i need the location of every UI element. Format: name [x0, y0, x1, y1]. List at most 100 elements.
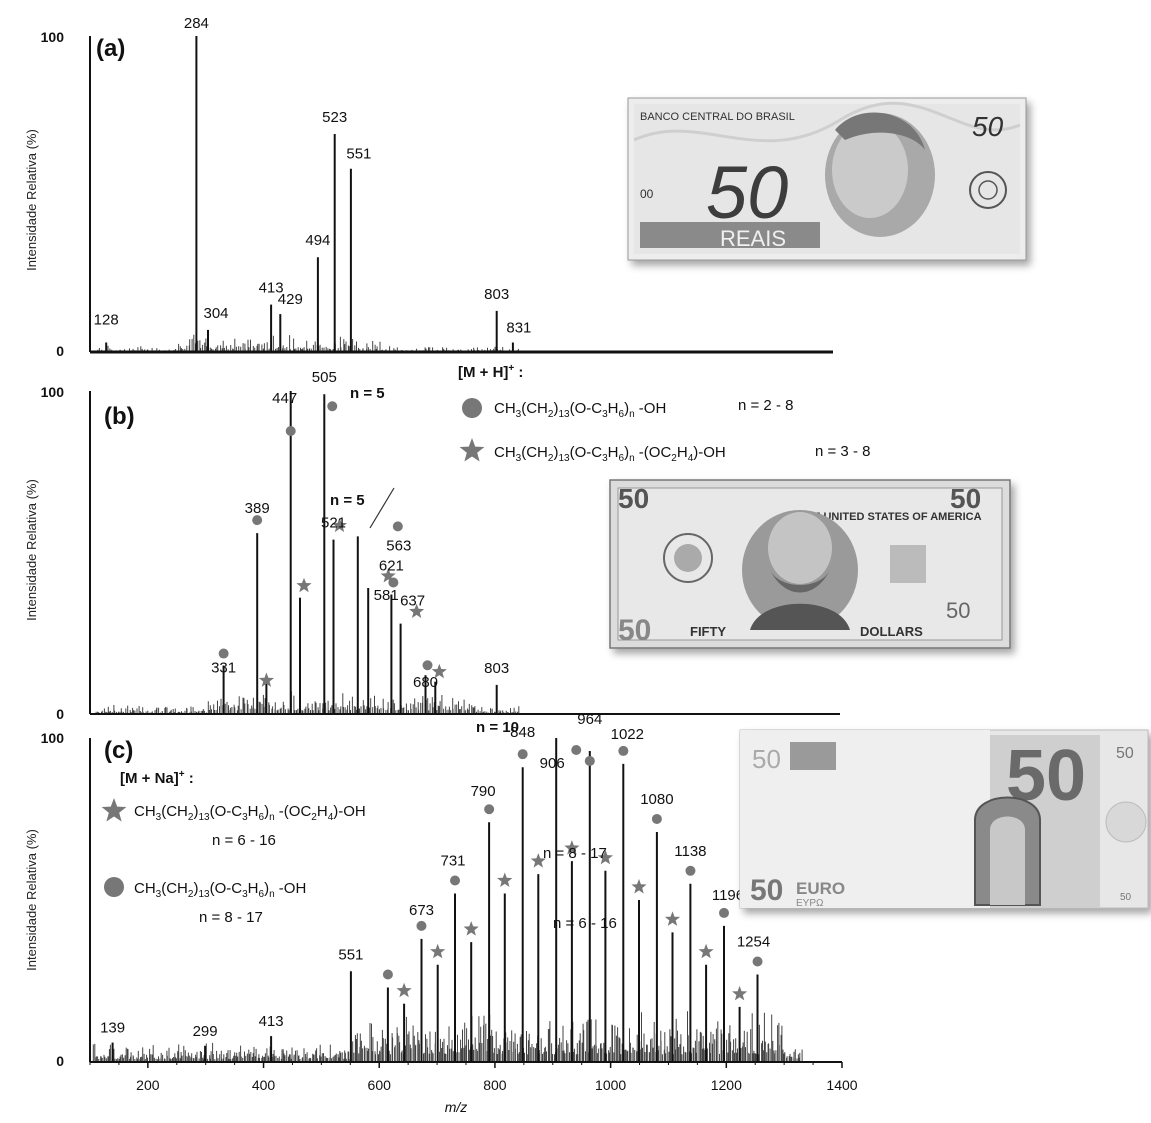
- panel-b-legend-title: [M + H]+ :: [458, 363, 523, 381]
- panel-c-ylabel: Intensidade Relativa (%): [24, 829, 39, 971]
- svg-text:50: 50: [972, 111, 1004, 142]
- svg-text:50: 50: [946, 598, 970, 623]
- peak-697-marker-star: [431, 663, 447, 679]
- peak-label-551: 551: [338, 946, 363, 963]
- peak-759-marker-star: [463, 921, 479, 936]
- peak-label-790: 790: [471, 783, 496, 800]
- peak-label-389: 389: [245, 500, 270, 517]
- panel-c-legend-range-1: n = 6 - 16: [212, 832, 276, 849]
- peak-1049-marker-star: [631, 879, 647, 894]
- panel-a: (a) Intensidade Relativa (%) 100 0 128 28…: [24, 15, 833, 359]
- peak-389-marker-circle: [252, 515, 263, 526]
- peak-1165-marker-star: [698, 943, 714, 959]
- peak-817-marker-star: [497, 872, 513, 887]
- peak-1080-marker-circle: [651, 813, 662, 824]
- panel-b-legend-star-marker: [459, 438, 485, 462]
- peak-label-331: 331: [211, 660, 236, 677]
- peak-label-447: 447: [272, 390, 297, 407]
- svg-text:DOLLARS: DOLLARS: [860, 624, 923, 639]
- peak-637-marker-star: [409, 603, 425, 618]
- peak-label-505: 505: [312, 369, 337, 386]
- panel-b-legend-range-1: n = 2 - 8: [738, 397, 793, 414]
- peak-621-marker-circle: [388, 577, 399, 588]
- peak-label-494: 494: [305, 232, 330, 249]
- peak-label-1196: 1196: [712, 887, 744, 904]
- svg-text:50: 50: [618, 483, 649, 514]
- peak-label-563: 563: [386, 537, 411, 554]
- svg-text:50: 50: [950, 483, 981, 514]
- svg-text:REAIS: REAIS: [720, 226, 786, 251]
- peak-331-marker-circle: [218, 648, 229, 659]
- peak-label-906: 906: [540, 755, 565, 772]
- peak-label-581: 581: [374, 587, 399, 604]
- peak-label-680: 680: [413, 674, 438, 691]
- peak-label-304: 304: [203, 305, 228, 322]
- peak-1138-marker-circle: [685, 865, 696, 876]
- panel-c-xlabel: m/z: [445, 1099, 468, 1115]
- peak-label-621: 621: [379, 558, 404, 575]
- peak-701-marker-star: [430, 943, 446, 959]
- peak-1196-marker-circle: [718, 907, 729, 918]
- peak-label-803: 803: [484, 660, 509, 677]
- peak-label-551: 551: [346, 146, 371, 163]
- peak-505-marker-circle: [327, 401, 338, 412]
- peak-643-marker-star: [396, 982, 412, 998]
- panel-b-noise: [95, 691, 520, 714]
- panel-c-peaks: 139 299 413 551 673 731 790 848 906 964 1022 1080 11…: [100, 711, 770, 1062]
- peak-790-marker-circle: [484, 804, 495, 815]
- panel-b-legend-circle-marker: [462, 398, 482, 418]
- svg-text:50: 50: [706, 151, 788, 234]
- peak-615-marker-circle: [382, 969, 393, 980]
- svg-text:50: 50: [1116, 745, 1134, 762]
- svg-text:BANCO CENTRAL DO BRASIL: BANCO CENTRAL DO BRASIL: [640, 111, 795, 123]
- peak-1223-marker-star: [732, 985, 748, 1001]
- svg-text:EURO: EURO: [796, 879, 845, 898]
- panel-a-letter: (a): [96, 35, 125, 62]
- peak-463-marker-star: [296, 577, 312, 593]
- panel-c-legend-item-1: CH3(CH2)13(O-C3H6)n -(OC2H4)-OH: [134, 803, 366, 823]
- x-tick-label-1400: 1400: [826, 1077, 857, 1093]
- peak-447-marker-circle: [285, 426, 296, 436]
- panel-b-n5-mid: n = 5: [330, 492, 365, 509]
- panel-b-legend: [M + H]+ : CH3(CH2)13(O-C3H6)n -OH n = 2…: [458, 363, 870, 464]
- panel-b-legend-item-2: CH3(CH2)13(O-C3H6)n -(OC2H4)-OH: [494, 444, 726, 464]
- peak-label-413: 413: [259, 1013, 284, 1030]
- peak-label-848: 848: [510, 724, 535, 741]
- peak-label-523: 523: [322, 109, 347, 126]
- panel-c-n6-16: n = 6 - 16: [553, 915, 617, 932]
- panel-c-ytick-0: 0: [56, 1053, 64, 1069]
- panel-b-letter: (b): [104, 403, 135, 430]
- peak-405-marker-star: [258, 672, 274, 687]
- x-tick-label-800: 800: [483, 1077, 507, 1093]
- baseline-noise: [96, 334, 519, 352]
- panel-b-legend-range-2: n = 3 - 8: [815, 443, 870, 460]
- panel-b-ytick-100: 100: [41, 384, 65, 400]
- brazilian-50-reais-note: BANCO CENTRAL DO BRASIL 50 50 REAIS 00: [627, 97, 1027, 261]
- peak-label-831: 831: [506, 320, 531, 337]
- x-tick-label-200: 200: [136, 1077, 160, 1093]
- panel-b-legend-item-1: CH3(CH2)13(O-C3H6)n -OH: [494, 400, 666, 420]
- peak-581-marker-star: [380, 568, 396, 583]
- peak-label-299: 299: [193, 1023, 218, 1040]
- panel-c-legend-range-2: n = 8 - 17: [199, 909, 263, 926]
- svg-text:ΕΥΡΩ: ΕΥΡΩ: [796, 898, 824, 909]
- peak-731-marker-circle: [450, 875, 461, 886]
- panel-c: (c) Intensidade Relativa (%) 100 0 139 29…: [24, 711, 858, 1115]
- panel-c-legend: [M + Na]+ : CH3(CH2)13(O-C3H6)n -(OC2H4)…: [101, 769, 366, 926]
- panel-c-legend-star-marker: [101, 798, 127, 822]
- peak-875-marker-star: [530, 853, 546, 868]
- peak-label-1080: 1080: [640, 791, 673, 808]
- panel-a-ytick-100: 100: [41, 29, 65, 45]
- peak-label-1138: 1138: [674, 843, 706, 860]
- peak-563-marker-circle: [392, 521, 403, 532]
- x-tick-label-600: 600: [368, 1077, 392, 1093]
- peak-label-128: 128: [94, 312, 119, 329]
- panel-c-n10: n = 10: [476, 719, 519, 736]
- panel-c-x-ticks: 200 400 600 800 1000 1200 1400: [89, 1062, 858, 1093]
- euro-50-note: 50 50 50 EURO ΕΥΡΩ 50 50: [739, 729, 1149, 909]
- x-tick-label-400: 400: [252, 1077, 276, 1093]
- peak-label-284: 284: [184, 15, 209, 32]
- panel-c-letter: (c): [104, 737, 133, 764]
